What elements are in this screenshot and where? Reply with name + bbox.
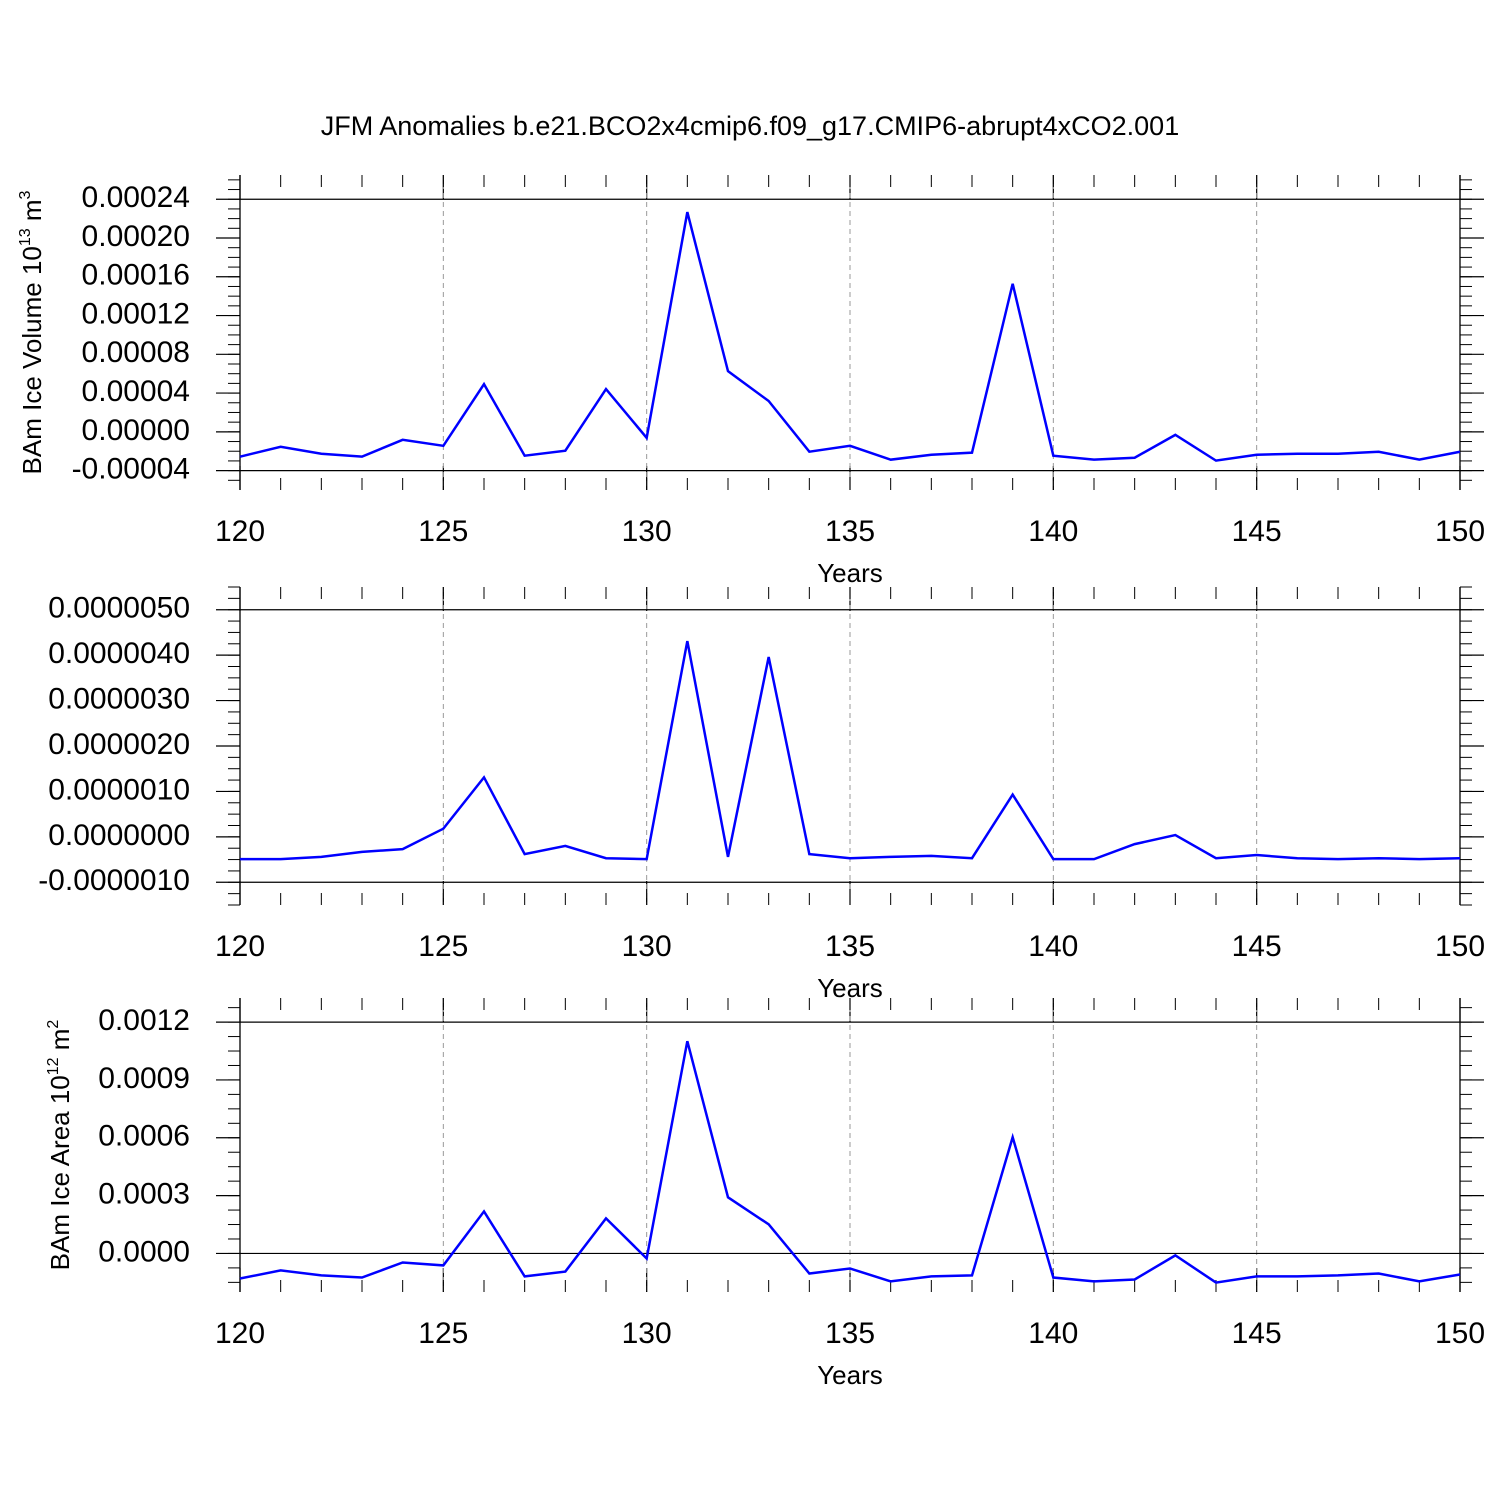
y-axis-label-part: 12: [45, 1057, 62, 1075]
y-tick-label: 0.0006: [98, 1120, 190, 1153]
x-tick-label: 145: [1232, 515, 1282, 548]
x-tick-label: 140: [1028, 515, 1078, 548]
y-tick-label: 0.00016: [82, 259, 190, 292]
x-tick-label: 150: [1435, 515, 1485, 548]
x-tick-label: 130: [622, 930, 672, 963]
y-tick-label: -0.0000010: [38, 864, 190, 897]
y-axis-label-part: m: [17, 199, 47, 228]
y-axis-label-part: m: [45, 1029, 75, 1058]
x-tick-label: 145: [1232, 1317, 1282, 1350]
y-tick-label: 0.00000: [82, 414, 190, 447]
y-axis-label-part: BAm Ice Volume 10: [17, 246, 47, 474]
x-tick-label: 135: [825, 515, 875, 548]
y-axis-label: BAm Ice Area 1012 m2: [45, 1020, 75, 1271]
data-line: [239, 211, 1461, 462]
x-tick-label: 120: [215, 930, 265, 963]
y-tick-label: 0.0000050: [48, 592, 190, 625]
x-tick-label: 150: [1435, 930, 1485, 963]
x-tick-label: 140: [1028, 930, 1078, 963]
data-line: [240, 640, 1461, 861]
x-tick-label: 135: [825, 930, 875, 963]
x-tick-label: 125: [418, 515, 468, 548]
y-tick-label: 0.0000010: [48, 773, 190, 806]
y-tick-label: 0.0000040: [48, 637, 190, 670]
y-axis-label-part: BAm Ice Area 10: [45, 1075, 75, 1270]
x-tick-label: 125: [418, 1317, 468, 1350]
x-axis-label: Years: [817, 973, 883, 1003]
y-tick-label: 0.00024: [82, 181, 190, 214]
y-axis-label-part: 3: [17, 190, 34, 199]
figure-title: JFM Anomalies b.e21.BCO2x4cmip6.f09_g17.…: [321, 111, 1179, 141]
x-tick-label: 130: [622, 515, 672, 548]
y-axis-label: BAm Ice Volume 1013 m3: [17, 190, 47, 474]
data-line: [239, 1040, 1461, 1284]
x-tick-label: 120: [215, 1317, 265, 1350]
y-tick-label: 0.0009: [98, 1062, 190, 1095]
y-tick-label: 0.00004: [82, 375, 190, 408]
y-axis-label-part: 13: [17, 228, 34, 246]
y-axis-label-part: 2: [45, 1020, 62, 1029]
x-tick-label: 125: [418, 930, 468, 963]
y-tick-label: 0.00008: [82, 336, 190, 369]
y-tick-label: 0.0003: [98, 1178, 190, 1211]
y-tick-label: 0.0000030: [48, 682, 190, 715]
y-tick-label: 0.00012: [82, 297, 190, 330]
x-tick-label: 130: [622, 1317, 672, 1350]
y-tick-label: 0.0000: [98, 1235, 190, 1268]
y-tick-label: 0.0012: [98, 1004, 190, 1037]
x-tick-label: 140: [1028, 1317, 1078, 1350]
x-axis-label: Years: [817, 1360, 883, 1390]
y-tick-label: 0.00020: [82, 220, 190, 253]
x-tick-label: 150: [1435, 1317, 1485, 1350]
y-tick-label: -0.00004: [72, 453, 190, 486]
y-tick-label: 0.0000000: [48, 819, 190, 852]
x-axis-label: Years: [817, 558, 883, 588]
y-tick-label: 0.0000020: [48, 728, 190, 761]
x-tick-label: 145: [1232, 930, 1282, 963]
x-tick-label: 135: [825, 1317, 875, 1350]
x-tick-label: 120: [215, 515, 265, 548]
